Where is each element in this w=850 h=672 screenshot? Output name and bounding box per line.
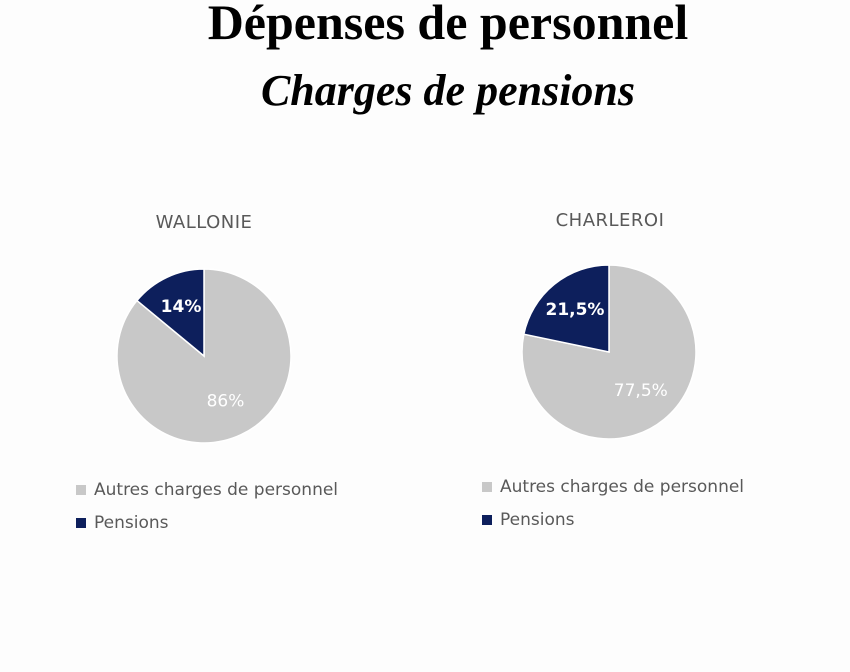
legend-label: Autres charges de personnel — [500, 476, 745, 497]
legend-item-pensions: Pensions — [76, 506, 338, 539]
chart-legend: Autres charges de personnel Pensions — [482, 470, 744, 536]
legend-label: Pensions — [500, 509, 575, 530]
pie-slice-pensions — [135, 268, 205, 358]
pie-slice-pensions — [522, 264, 610, 353]
legend-item-pensions: Pensions — [482, 503, 744, 536]
pie-slice-other — [116, 268, 292, 444]
chart-legend: Autres charges de personnel Pensions — [76, 473, 338, 539]
pie-svg: 86% 14% — [116, 268, 292, 444]
legend-label: Pensions — [94, 512, 169, 533]
legend-swatch-other — [482, 481, 492, 492]
data-label-other: 77,5% — [614, 381, 668, 401]
chart-title: CHARLEROI — [555, 210, 665, 231]
page-subtitle: Charges de pensions — [260, 66, 636, 115]
legend-item-other: Autres charges de personnel — [482, 470, 744, 503]
legend-label: Autres charges de personnel — [94, 479, 339, 500]
chart-title: WALLONIE — [155, 212, 253, 233]
data-label-pensions: 21,5% — [545, 300, 604, 320]
pie-svg: 77,5% 21,5% — [521, 264, 697, 440]
legend-item-other: Autres charges de personnel — [76, 473, 338, 506]
legend-swatch-other — [76, 484, 86, 495]
pie-chart-wallonie: WALLONIE 86% 14% Autres charges de person… — [0, 200, 400, 560]
legend-swatch-pensions — [76, 517, 86, 528]
legend-swatch-pensions — [482, 514, 492, 525]
page-title: Dépenses de personnel — [207, 0, 689, 50]
data-label-pensions: 14% — [161, 297, 202, 317]
data-label-other: 86% — [207, 392, 245, 412]
pie-chart-charleroi: CHARLEROI 77,5% 21,5% Autres charges de p… — [400, 200, 800, 560]
